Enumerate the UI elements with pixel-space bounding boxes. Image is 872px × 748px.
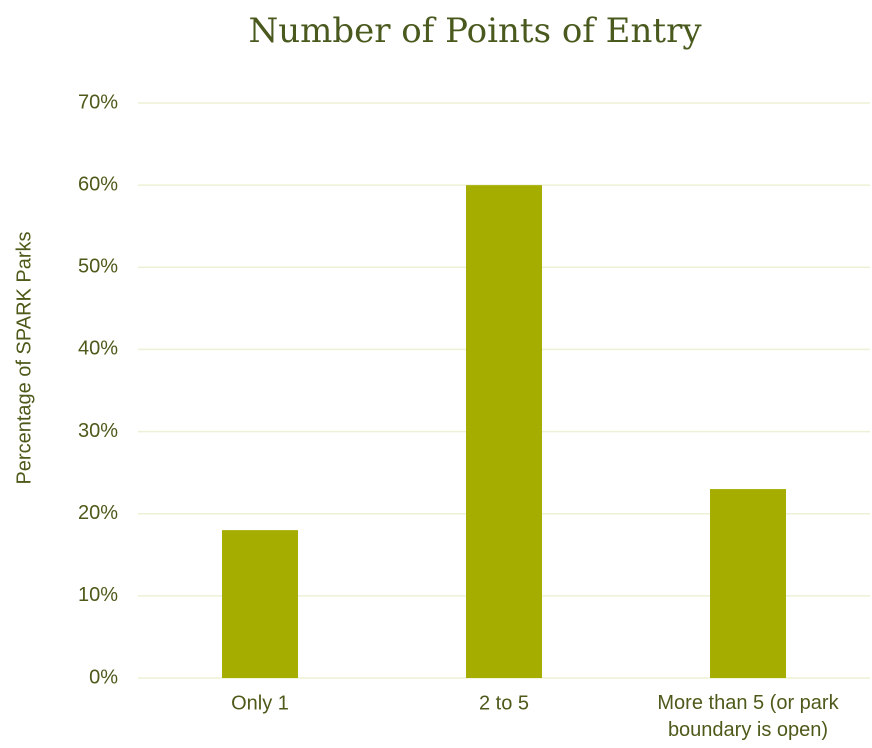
y-tick-label: 30%: [78, 420, 118, 442]
bar: [710, 489, 786, 678]
y-tick-label: 10%: [78, 584, 118, 606]
x-tick-label: Only 1: [231, 692, 289, 714]
bar: [466, 185, 542, 678]
y-tick-label: 60%: [78, 173, 118, 195]
x-tick-label: More than 5 (or park boundary is open): [657, 692, 839, 741]
x-tick-label: 2 to 5: [479, 692, 529, 714]
chart-title: Number of Points of Entry: [248, 11, 702, 51]
bar: [222, 530, 298, 678]
y-tick-label: 40%: [78, 338, 118, 360]
y-tick-label: 70%: [78, 91, 118, 113]
y-tick-label: 20%: [78, 502, 118, 524]
y-tick-label: 0%: [89, 666, 118, 688]
y-tick-label: 50%: [78, 256, 118, 278]
y-axis-label: Percentage of SPARK Parks: [13, 231, 35, 484]
